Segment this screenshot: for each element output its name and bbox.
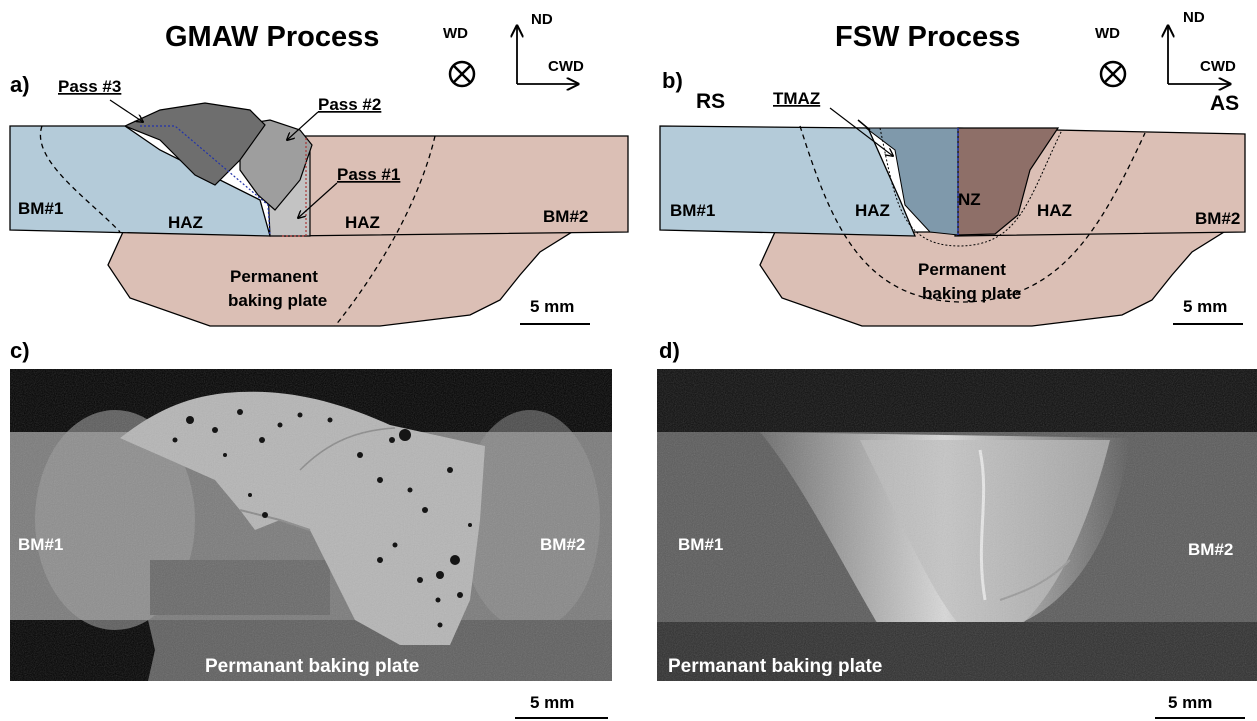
panel-b-letter: b) xyxy=(662,68,683,93)
panel-a-gmaw-schematic xyxy=(9,102,629,327)
bm1-label-b: BM#1 xyxy=(670,201,715,220)
bm1-label-c: BM#1 xyxy=(18,535,63,554)
gmaw-macrograph xyxy=(10,369,612,681)
cwd-label-b: CWD xyxy=(1200,58,1236,75)
scale-label-c: 5 mm xyxy=(530,693,574,712)
scale-label-a: 5 mm xyxy=(530,297,574,316)
bm1-label-d: BM#1 xyxy=(678,535,723,554)
wd-label-b: WD xyxy=(1095,25,1120,42)
panel-b-title: FSW Process xyxy=(835,21,1020,53)
scale-label-b: 5 mm xyxy=(1183,297,1227,316)
bm2-label-a: BM#2 xyxy=(543,207,588,226)
haz-right-label-a: HAZ xyxy=(345,213,380,232)
haz-left-label-b: HAZ xyxy=(855,201,890,220)
bm1-plate-b xyxy=(659,125,916,237)
pass3-label: Pass #3 xyxy=(58,77,121,96)
panel-c-letter: c) xyxy=(10,338,30,363)
plate-label-c: Permanant baking plate xyxy=(205,656,419,677)
plate-label-b-2: baking plate xyxy=(922,284,1021,303)
panel-a-title: GMAW Process xyxy=(165,21,379,53)
pass2-label: Pass #2 xyxy=(318,95,381,114)
panel-d-letter: d) xyxy=(659,338,680,363)
tmaz-label: TMAZ xyxy=(773,89,820,108)
nd-label-b: ND xyxy=(1183,9,1205,26)
baking-plate-b xyxy=(759,231,1227,327)
wd-cross-icon xyxy=(448,60,476,88)
cwd-label-a: CWD xyxy=(548,58,584,75)
pass1-label: Pass #1 xyxy=(337,165,400,184)
rs-label: RS xyxy=(696,90,725,113)
nd-label-a: ND xyxy=(531,11,553,28)
wd-label-a: WD xyxy=(443,25,468,42)
nz-label: NZ xyxy=(958,190,981,209)
bm1-label-a: BM#1 xyxy=(18,199,63,218)
scale-label-d: 5 mm xyxy=(1168,693,1212,712)
weld-pass-3 xyxy=(123,102,266,186)
haz-right-label-b: HAZ xyxy=(1037,201,1072,220)
panel-a-letter: a) xyxy=(10,72,30,97)
plate-label-b-1: Permanent xyxy=(918,260,1006,279)
bm2-label-c: BM#2 xyxy=(540,535,585,554)
plate-label-a-2: baking plate xyxy=(228,291,327,310)
weld-pass-2 xyxy=(239,119,313,211)
plate-label-a-1: Permanent xyxy=(230,267,318,286)
haz-left-label-a: HAZ xyxy=(168,213,203,232)
fsw-macrograph xyxy=(657,369,1257,681)
bm2-label-d: BM#2 xyxy=(1188,540,1233,559)
panel-b-fsw-schematic xyxy=(659,119,1246,327)
orientation-axes-a: WD ND CWD xyxy=(443,11,584,86)
as-label: AS xyxy=(1210,92,1239,115)
wd-cross-icon xyxy=(1099,60,1127,88)
bm2-label-b: BM#2 xyxy=(1195,209,1240,228)
orientation-axes-b: WD ND CWD xyxy=(1095,9,1236,86)
baking-plate-a xyxy=(107,231,575,327)
plate-label-d: Permanant baking plate xyxy=(668,656,882,677)
